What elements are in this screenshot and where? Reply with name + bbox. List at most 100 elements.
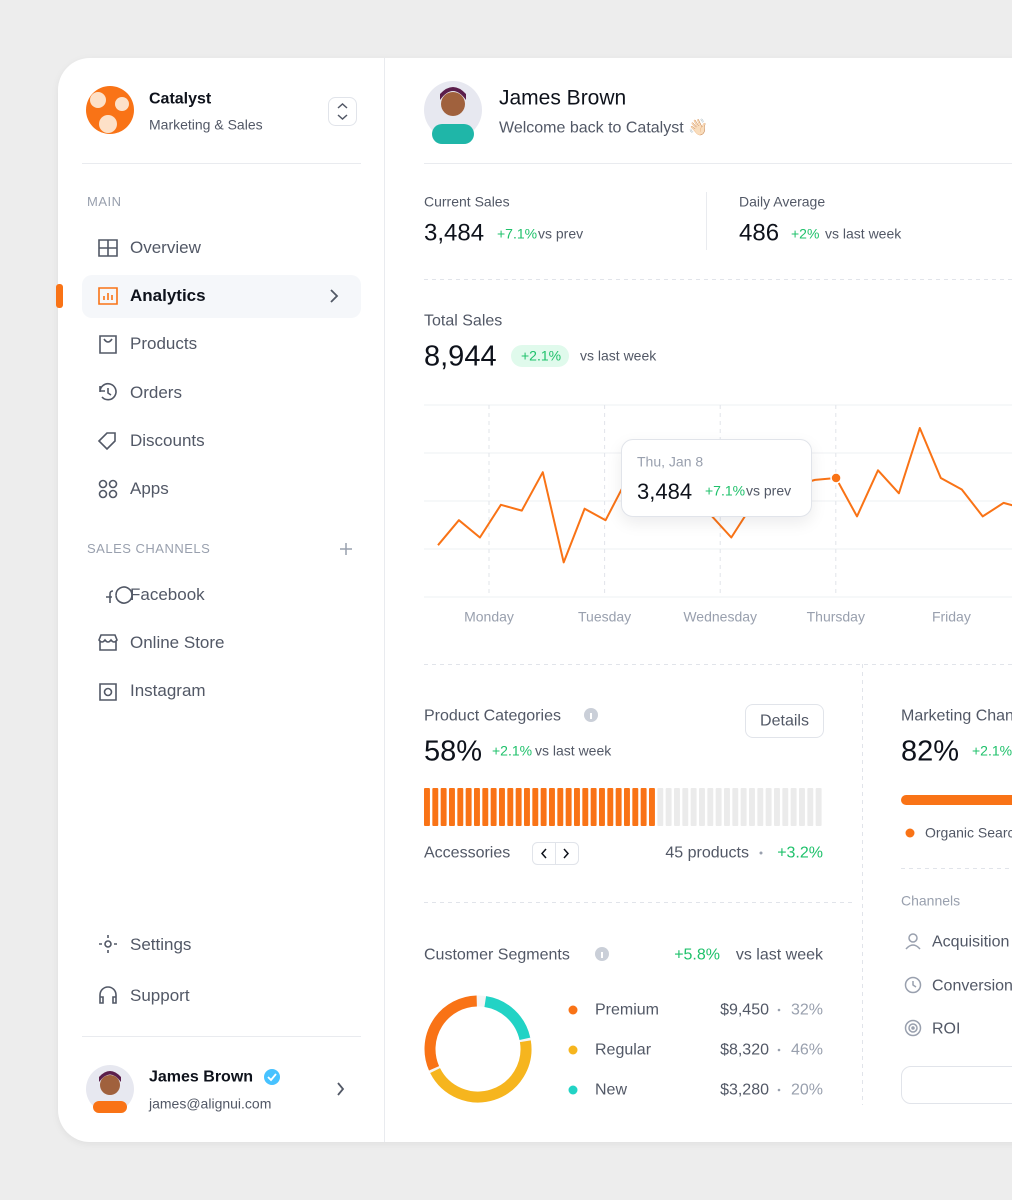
progress-segment — [499, 788, 505, 826]
marketing-bar — [901, 795, 1012, 805]
panel-button[interactable] — [901, 1066, 1012, 1104]
x-tick-label: Wednesday — [683, 608, 758, 625]
hover-point — [830, 472, 842, 484]
section-label: SALES CHANNELS — [87, 541, 211, 557]
active-indicator — [56, 284, 63, 308]
verified-badge — [264, 1069, 280, 1085]
chevron — [330, 289, 339, 303]
legend-dot — [568, 1005, 578, 1015]
stat-note: vs last week — [825, 225, 902, 242]
workspace-logo — [86, 86, 134, 134]
section-label: MAIN — [87, 194, 122, 210]
user-avatar — [86, 1065, 134, 1113]
nav-item[interactable]: Analytics — [130, 285, 206, 305]
progress-segment — [615, 788, 622, 826]
progress-track — [732, 788, 739, 826]
nav-icons — [97, 239, 133, 1004]
nav-icon — [98, 634, 118, 651]
legend-dot — [568, 1085, 578, 1095]
nav-item[interactable]: Settings — [130, 934, 192, 954]
progress-segment — [632, 788, 639, 826]
channel-item: ROI — [932, 1020, 961, 1038]
progress-track — [665, 788, 672, 826]
workspace-subtitle: Marketing & Sales — [149, 116, 263, 133]
progress-segment — [557, 788, 564, 826]
app-card — [58, 58, 1012, 1142]
category-change: +3.2% — [777, 844, 823, 862]
tooltip-change: +7.1% — [705, 482, 746, 499]
progress-segment — [590, 788, 597, 826]
progress-track — [682, 788, 689, 826]
stat-change: +2% — [791, 225, 820, 242]
progress-segment — [474, 788, 480, 826]
nav-item[interactable]: Products — [130, 334, 198, 354]
nav-icon — [106, 586, 133, 604]
nav-icon — [98, 239, 118, 257]
nav-icon — [99, 986, 117, 1004]
nav-icon — [108, 479, 118, 489]
nav-item[interactable]: Online Store — [130, 632, 225, 652]
stat-label: Daily Average — [739, 193, 826, 210]
segment-share: 32% — [790, 1001, 823, 1019]
info-icon — [595, 947, 609, 961]
nav-item[interactable]: Orders — [130, 382, 182, 402]
progress-segment — [449, 788, 455, 826]
progress-segment — [465, 788, 472, 826]
dot-separator — [777, 1008, 781, 1012]
nav-icon — [103, 687, 113, 697]
legend-dot — [905, 828, 915, 838]
segment-name: New — [595, 1081, 628, 1099]
progress-segment — [582, 788, 589, 826]
nav-item[interactable]: Apps — [130, 478, 169, 498]
progress-segment — [490, 788, 497, 826]
details-button[interactable]: Details — [745, 704, 824, 738]
progress-track — [782, 788, 789, 826]
progress-track — [757, 788, 764, 826]
channel-item: Conversion — [932, 977, 1012, 995]
add-channel[interactable] — [340, 543, 352, 555]
x-tick-label: Tuesday — [578, 608, 632, 625]
active-nav-bg — [82, 275, 361, 318]
segment-name: Regular — [595, 1041, 652, 1059]
header-greeting: Welcome back to Catalyst 👋🏻 — [499, 119, 709, 137]
workspace-switch[interactable] — [328, 97, 357, 126]
nav-icon — [98, 287, 118, 305]
sales-line — [437, 427, 1012, 564]
progress-segment — [549, 788, 555, 826]
progress-segment — [482, 788, 489, 826]
x-tick-label: Thursday — [806, 608, 865, 625]
nav-icon — [98, 489, 108, 499]
panel-title: Product Categories — [424, 707, 561, 725]
chart-change: +2.1% — [521, 347, 562, 364]
progress-track — [690, 788, 697, 826]
panel-change: +2.1% — [492, 742, 533, 759]
progress-segment — [457, 788, 464, 826]
chevron — [337, 1082, 345, 1096]
stat-change: +7.1% — [497, 225, 538, 242]
panel-note: vs last week — [535, 742, 612, 759]
category-count: 45 products — [665, 844, 749, 862]
change-pill — [511, 345, 569, 367]
switch-icon — [337, 102, 348, 121]
nav-item[interactable]: Overview — [130, 237, 201, 257]
nav-item[interactable]: Discounts — [130, 430, 205, 450]
segments-note: vs last week — [735, 946, 823, 964]
header-name: James Brown — [499, 86, 627, 110]
stat-value: 486 — [739, 219, 780, 247]
segment-amount: $3,280 — [720, 1081, 769, 1099]
progress-segment — [607, 788, 614, 826]
nav-icon — [108, 489, 118, 499]
nav-icon — [98, 479, 108, 489]
segments-change: +5.8% — [674, 946, 720, 964]
donut-segment — [484, 996, 531, 1041]
progress-segment — [649, 788, 655, 826]
user-name: James Brown — [149, 1068, 254, 1086]
nav-item[interactable]: Facebook — [130, 584, 205, 604]
nav-item[interactable]: Instagram — [130, 680, 206, 700]
nav-item[interactable]: Support — [130, 985, 190, 1005]
panel-value: 58% — [424, 735, 483, 768]
stat-label: Current Sales — [424, 193, 510, 210]
panel-title: Marketing Channels — [901, 707, 1012, 725]
